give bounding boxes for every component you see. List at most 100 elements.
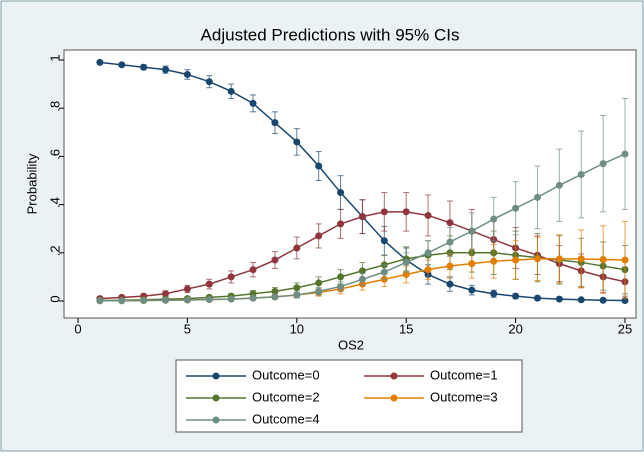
- point: [293, 244, 301, 252]
- point: [555, 181, 563, 189]
- point: [468, 260, 476, 268]
- point: [577, 255, 585, 263]
- y-tick-label: .4: [47, 197, 62, 208]
- legend-marker: [212, 394, 220, 402]
- point: [577, 296, 585, 304]
- point: [358, 213, 366, 221]
- point: [533, 193, 541, 201]
- y-tick-label: .6: [47, 149, 62, 160]
- point: [183, 296, 191, 304]
- point: [380, 268, 388, 276]
- point: [315, 232, 323, 240]
- point: [227, 295, 235, 303]
- legend-marker: [212, 416, 220, 424]
- point: [468, 227, 476, 235]
- legend-marker: [212, 372, 220, 380]
- point: [118, 61, 126, 69]
- point: [358, 267, 366, 275]
- point: [402, 258, 410, 266]
- point: [183, 70, 191, 78]
- x-axis-label: OS2: [338, 337, 364, 352]
- x-tick-label: 25: [618, 321, 632, 336]
- legend-label: Outcome=0: [252, 367, 320, 382]
- plot-area: [63, 49, 637, 319]
- point: [337, 220, 345, 228]
- point: [315, 287, 323, 295]
- point: [227, 273, 235, 281]
- point: [621, 150, 629, 158]
- point: [293, 291, 301, 299]
- point: [380, 208, 388, 216]
- point: [162, 66, 170, 74]
- point: [424, 266, 432, 274]
- chart-title: Adjusted Predictions with 95% CIs: [201, 25, 460, 44]
- point: [293, 138, 301, 146]
- y-tick-label: 0: [47, 295, 62, 302]
- point: [533, 294, 541, 302]
- point: [293, 284, 301, 292]
- legend-marker: [390, 394, 398, 402]
- legend-label: Outcome=4: [252, 411, 320, 426]
- point: [490, 215, 498, 223]
- point: [577, 170, 585, 178]
- point: [140, 63, 148, 71]
- legend-marker: [390, 372, 398, 380]
- point: [249, 99, 257, 107]
- point: [424, 249, 432, 257]
- point: [555, 255, 563, 263]
- point: [621, 256, 629, 264]
- point: [183, 285, 191, 293]
- point: [512, 256, 520, 264]
- point: [162, 290, 170, 298]
- point: [402, 208, 410, 216]
- point: [555, 295, 563, 303]
- point: [249, 266, 257, 274]
- point: [446, 280, 454, 288]
- point: [402, 270, 410, 278]
- point: [271, 293, 279, 301]
- point: [96, 58, 104, 66]
- x-tick-label: 5: [184, 321, 191, 336]
- point: [227, 87, 235, 95]
- point: [315, 279, 323, 287]
- point: [140, 297, 148, 305]
- point: [271, 287, 279, 295]
- x-tick-label: 15: [399, 321, 413, 336]
- point: [205, 296, 213, 304]
- legend-label: Outcome=3: [430, 389, 498, 404]
- point: [96, 297, 104, 305]
- y-tick-label: .2: [47, 245, 62, 256]
- legend-label: Outcome=1: [430, 367, 498, 382]
- point: [315, 162, 323, 170]
- point: [490, 257, 498, 265]
- point: [205, 78, 213, 86]
- point: [271, 256, 279, 264]
- point: [271, 119, 279, 127]
- point: [446, 238, 454, 246]
- point: [205, 280, 213, 288]
- point: [599, 296, 607, 304]
- point: [249, 294, 257, 302]
- x-tick-label: 20: [508, 321, 522, 336]
- point: [424, 211, 432, 219]
- point: [490, 290, 498, 298]
- point: [337, 273, 345, 281]
- point: [446, 262, 454, 270]
- point: [468, 286, 476, 294]
- point: [533, 255, 541, 263]
- point: [337, 283, 345, 291]
- point: [162, 296, 170, 304]
- point: [512, 204, 520, 212]
- point: [358, 275, 366, 283]
- point: [599, 256, 607, 264]
- x-tick-label: 0: [74, 321, 81, 336]
- legend-label: Outcome=2: [252, 389, 320, 404]
- point: [118, 297, 126, 305]
- point: [512, 292, 520, 300]
- x-tick-label: 10: [290, 321, 304, 336]
- point: [599, 160, 607, 168]
- point: [446, 219, 454, 227]
- y-tick-label: .8: [47, 101, 62, 112]
